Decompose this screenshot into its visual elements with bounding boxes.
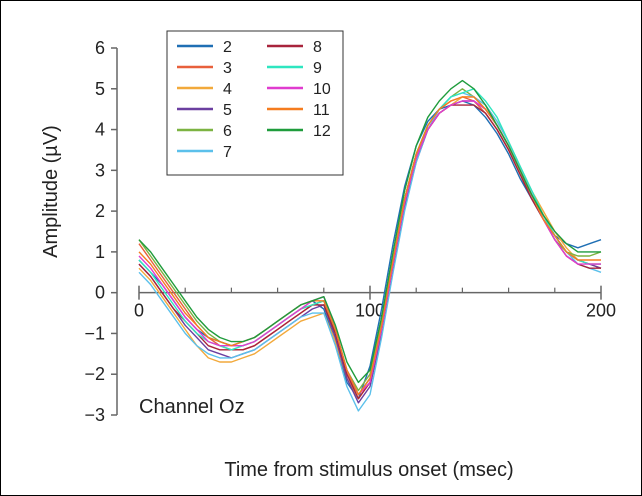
legend: 2 3 4 5 6 7 8 9 10 11 12 bbox=[166, 30, 344, 176]
y-tick-label: 5 bbox=[95, 79, 105, 99]
legend-label-7: 7 bbox=[223, 144, 232, 161]
legend-label-3: 3 bbox=[223, 60, 232, 77]
y-tick-label: −1 bbox=[84, 323, 105, 343]
legend-label-10: 10 bbox=[313, 81, 331, 98]
legend-label-8: 8 bbox=[313, 39, 322, 56]
y-tick-label: 6 bbox=[95, 38, 105, 58]
legend-label-6: 6 bbox=[223, 123, 232, 140]
legend-label-11: 11 bbox=[313, 102, 330, 119]
x-tick-label: 0 bbox=[134, 301, 144, 321]
y-tick-label: 0 bbox=[95, 283, 105, 303]
x-axis-label: Time from stimulus onset (msec) bbox=[224, 459, 513, 481]
channel-annotation: Channel Oz bbox=[139, 396, 245, 418]
y-tick-label: 4 bbox=[95, 120, 105, 140]
y-tick-label: 1 bbox=[95, 242, 105, 262]
x-tick-label: 100 bbox=[355, 301, 385, 321]
series-layer bbox=[138, 79, 602, 412]
y-tick-label: −3 bbox=[84, 405, 105, 425]
legend-label-4: 4 bbox=[223, 81, 232, 98]
y-tick-label: 3 bbox=[95, 160, 105, 180]
series-line-12 bbox=[138, 79, 601, 384]
y-axis-label: Amplitude (µV) bbox=[40, 125, 62, 258]
x-tick-label: 200 bbox=[586, 301, 616, 321]
legend-label-9: 9 bbox=[313, 60, 322, 77]
legend-label-12: 12 bbox=[313, 123, 331, 140]
y-tick-label: −2 bbox=[84, 364, 105, 384]
legend-label-5: 5 bbox=[223, 102, 232, 119]
legend-label-2: 2 bbox=[223, 39, 232, 56]
y-tick-label: 2 bbox=[95, 201, 105, 221]
